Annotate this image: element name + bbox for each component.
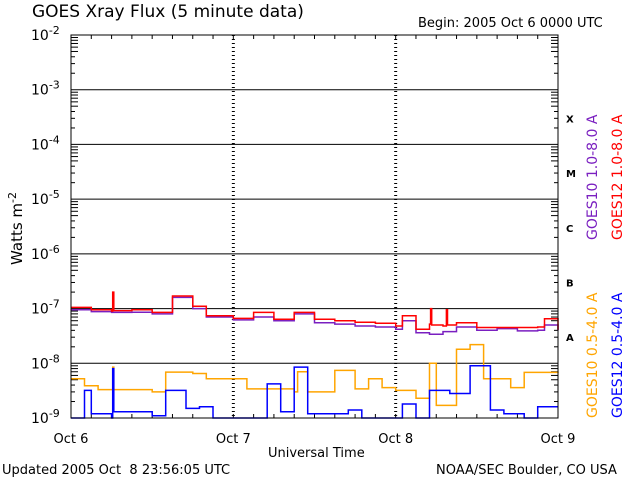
y-tick-label: 10-3 xyxy=(31,79,60,99)
y-tick-labels: 10-2 10-3 10-4 10-5 10-6 10-7 10-8 10-9 xyxy=(31,24,60,427)
legend-entry: GOES12 1.0-8.0 A xyxy=(610,114,626,240)
legend: GOES10 1.0-8.0 A GOES12 1.0-8.0 A GOES10 0… xyxy=(585,114,626,418)
plot-frame xyxy=(70,34,559,419)
legend-entry: GOES10 1.0-8.0 A xyxy=(585,114,601,240)
flare-class-B: B xyxy=(566,278,574,289)
y-tick-label: 10-6 xyxy=(31,243,60,263)
series-line-goes12-0-5-4-0-a xyxy=(71,365,558,419)
x-tick-label: Oct 9 xyxy=(541,432,576,447)
x-axis-label: Universal Time xyxy=(268,446,365,461)
flare-class-X: X xyxy=(566,114,574,125)
grid xyxy=(70,34,559,419)
legend-entry: GOES10 0.5-4.0 A xyxy=(585,292,601,418)
x-tick-label: Oct 8 xyxy=(378,432,413,447)
y-tick-label: 10-9 xyxy=(31,407,60,427)
flare-class-A: A xyxy=(566,333,574,344)
y-tick-label: 10-5 xyxy=(31,188,60,208)
series-line-goes10-1-0-8-0-a xyxy=(71,296,559,335)
series-line-goes10-0-5-4-0-a xyxy=(71,343,559,407)
y-tick-label: 10-7 xyxy=(31,298,60,318)
updated-timestamp: Updated 2005 Oct 8 23:56:05 UTC xyxy=(2,463,230,478)
flare-class-labels: X M C B A xyxy=(566,114,576,344)
flare-class-C: C xyxy=(566,224,573,235)
begin-label: Begin: 2005 Oct 6 0000 UTC xyxy=(418,16,603,31)
y-tick-label: 10-4 xyxy=(31,133,60,153)
x-tick-label: Oct 6 xyxy=(54,432,89,447)
y-axis-label: Watts m-2 xyxy=(6,192,26,265)
series-line-goes12-1-0-8-0-a xyxy=(71,291,559,330)
series-group xyxy=(71,291,559,419)
y-tick-label: 10-2 xyxy=(31,24,60,44)
x-tick-label: Oct 7 xyxy=(216,432,251,447)
chart-title: GOES Xray Flux (5 minute data) xyxy=(32,2,304,22)
legend-entry: GOES12 0.5-4.0 A xyxy=(610,292,626,418)
y-tick-label: 10-8 xyxy=(31,352,60,372)
data-source: NOAA/SEC Boulder, CO USA xyxy=(436,463,617,478)
x-tick-labels: Oct 6 Oct 7 Oct 8 Oct 9 xyxy=(54,432,576,447)
flare-class-M: M xyxy=(566,169,576,180)
